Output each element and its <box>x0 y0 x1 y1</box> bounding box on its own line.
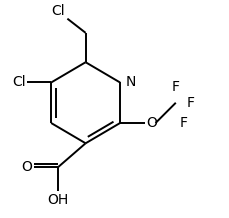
Text: F: F <box>171 80 179 94</box>
Text: O: O <box>146 116 157 130</box>
Text: OH: OH <box>47 193 69 207</box>
Text: F: F <box>186 96 194 110</box>
Text: O: O <box>21 160 32 174</box>
Text: Cl: Cl <box>12 75 25 90</box>
Text: N: N <box>125 75 135 90</box>
Text: Cl: Cl <box>52 4 65 18</box>
Text: F: F <box>179 116 187 130</box>
